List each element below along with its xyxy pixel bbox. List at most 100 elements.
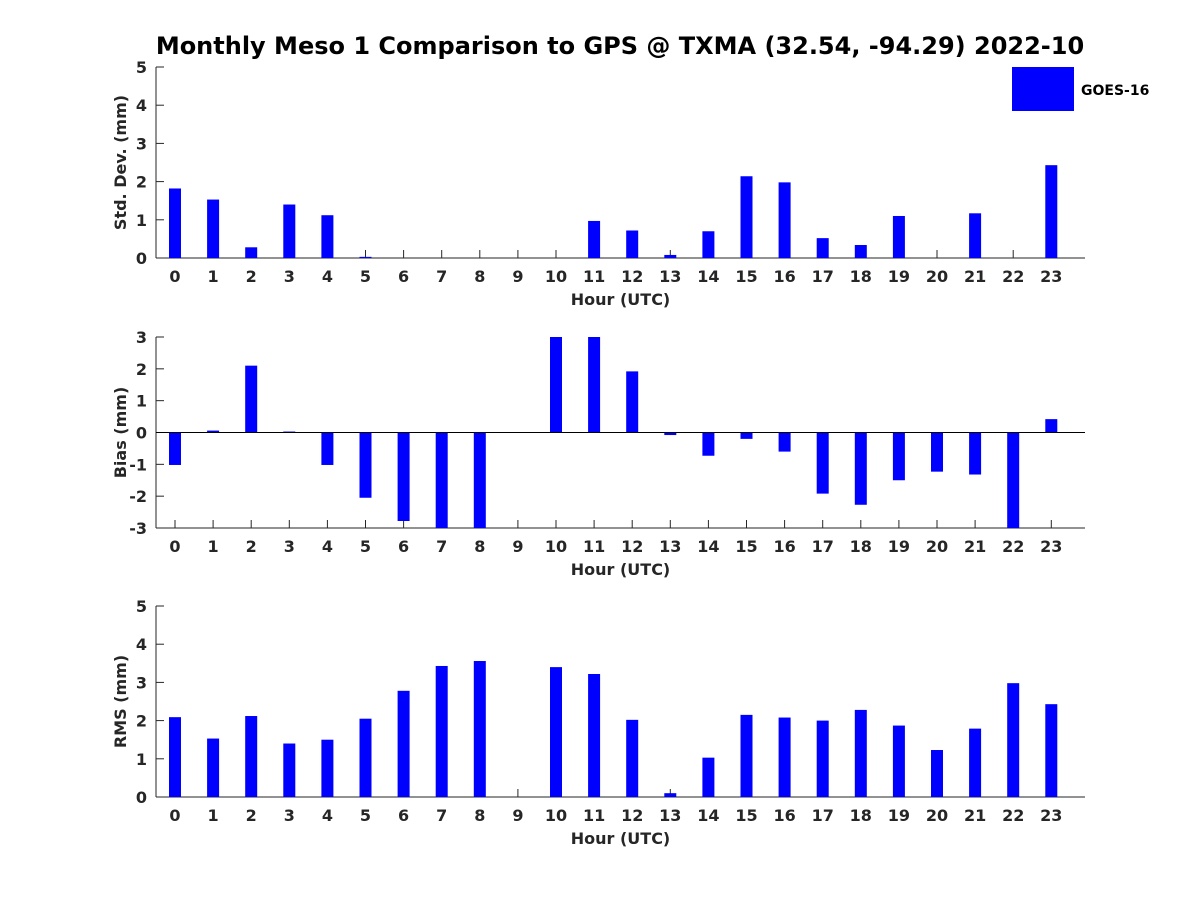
x-tick-label: 6	[398, 267, 409, 286]
bar-bias-hour-6	[397, 432, 410, 521]
bar-bias-hour-0	[169, 432, 181, 465]
bar-std-dev-hour-5	[359, 256, 372, 258]
bar-rms-hour-12	[626, 719, 639, 797]
y-tick-label: 2	[136, 173, 147, 192]
bar-bias-hour-12	[626, 371, 639, 433]
x-tick-label: 20	[926, 806, 948, 825]
x-tick-label: 10	[545, 537, 567, 556]
x-tick-label: 13	[659, 537, 681, 556]
x-tick-label: 7	[436, 267, 447, 286]
bar-bias-hour-19	[892, 432, 905, 481]
x-tick-label: 19	[888, 267, 910, 286]
bar-bias-hour-11	[588, 337, 601, 433]
x-tick-label: 0	[169, 267, 180, 286]
bar-std-dev-hour-16	[778, 182, 791, 258]
bar-std-dev-hour-13	[664, 254, 677, 258]
y-axis-label: RMS (mm)	[111, 655, 130, 748]
x-tick-label: 12	[621, 267, 643, 286]
x-tick-label: 6	[398, 537, 409, 556]
x-tick-label: 15	[735, 267, 757, 286]
x-tick-label: 5	[360, 537, 371, 556]
chart-title: Monthly Meso 1 Comparison to GPS @ TXMA …	[156, 32, 1084, 60]
y-tick-label: 4	[136, 96, 147, 115]
x-tick-label: 17	[812, 537, 834, 556]
y-tick-label: 1	[136, 211, 147, 230]
x-tick-label: 0	[169, 537, 180, 556]
x-tick-label: 7	[436, 806, 447, 825]
x-tick-label: 1	[208, 537, 219, 556]
x-tick-label: 13	[659, 267, 681, 286]
bar-rms-hour-7	[435, 665, 448, 797]
bar-std-dev-hour-21	[969, 213, 982, 258]
bar-bias-hour-13	[664, 432, 677, 436]
x-tick-label: 8	[474, 537, 485, 556]
y-tick-label: 1	[136, 750, 147, 769]
x-tick-label: 2	[246, 267, 257, 286]
x-tick-label: 5	[360, 806, 371, 825]
x-tick-label: 15	[735, 537, 757, 556]
bar-rms-hour-8	[473, 661, 486, 797]
bar-rms-hour-16	[778, 717, 791, 797]
bar-bias-hour-2	[245, 365, 258, 433]
bar-rms-hour-2	[245, 716, 258, 797]
bar-rms-hour-20	[931, 750, 943, 797]
x-tick-label: 3	[284, 537, 295, 556]
bar-bias-hour-14	[702, 432, 715, 456]
bar-rms-hour-3	[283, 743, 296, 797]
y-tick-label: -3	[129, 519, 147, 538]
bar-bias-hour-8	[473, 432, 486, 528]
bar-rms-hour-1	[207, 738, 220, 797]
y-tick-label: 3	[136, 328, 147, 347]
bar-bias-hour-7	[435, 432, 448, 528]
x-tick-label: 16	[773, 267, 795, 286]
x-tick-label: 22	[1002, 806, 1024, 825]
bar-bias-hour-23	[1045, 419, 1058, 433]
x-tick-label: 0	[169, 806, 180, 825]
bar-std-dev-hour-11	[588, 220, 601, 258]
bar-rms-hour-11	[588, 673, 601, 797]
x-tick-label: 16	[773, 806, 795, 825]
bar-std-dev-hour-23	[1045, 165, 1058, 258]
x-tick-label: 6	[398, 806, 409, 825]
x-tick-label: 1	[208, 267, 219, 286]
bar-std-dev-hour-18	[854, 245, 867, 258]
bar-std-dev-hour-0	[169, 188, 181, 258]
x-tick-label: 2	[246, 806, 257, 825]
bar-std-dev-hour-14	[702, 231, 715, 258]
y-axis-label: Bias (mm)	[111, 387, 130, 479]
legend-swatch	[1012, 67, 1074, 111]
y-tick-label: 0	[136, 788, 147, 807]
bar-rms-hour-4	[321, 739, 334, 797]
y-tick-label: 5	[136, 597, 147, 616]
x-tick-label: 22	[1002, 537, 1024, 556]
legend-label: GOES-16	[1081, 83, 1149, 99]
x-tick-label: 9	[512, 537, 523, 556]
y-tick-label: 0	[136, 424, 147, 443]
x-tick-label: 3	[284, 806, 295, 825]
x-tick-label: 21	[964, 537, 986, 556]
x-tick-label: 5	[360, 267, 371, 286]
x-tick-label: 12	[621, 537, 643, 556]
x-tick-label: 3	[284, 267, 295, 286]
x-tick-label: 4	[322, 537, 333, 556]
x-tick-label: 21	[964, 806, 986, 825]
y-tick-label: -2	[129, 487, 147, 506]
x-tick-label: 16	[773, 537, 795, 556]
bar-bias-hour-16	[778, 432, 791, 452]
x-tick-label: 23	[1040, 806, 1062, 825]
bar-rms-hour-15	[740, 714, 753, 797]
x-tick-label: 10	[545, 806, 567, 825]
bar-rms-hour-22	[1007, 683, 1020, 797]
x-tick-label: 23	[1040, 537, 1062, 556]
x-tick-label: 22	[1002, 267, 1024, 286]
x-tick-label: 20	[926, 267, 948, 286]
bar-bias-hour-4	[321, 432, 334, 465]
x-tick-label: 18	[850, 537, 872, 556]
x-tick-label: 11	[583, 267, 605, 286]
bar-rms-hour-23	[1045, 704, 1058, 797]
x-tick-label: 18	[850, 267, 872, 286]
x-axis-label: Hour (UTC)	[571, 560, 671, 579]
x-tick-label: 14	[697, 806, 719, 825]
